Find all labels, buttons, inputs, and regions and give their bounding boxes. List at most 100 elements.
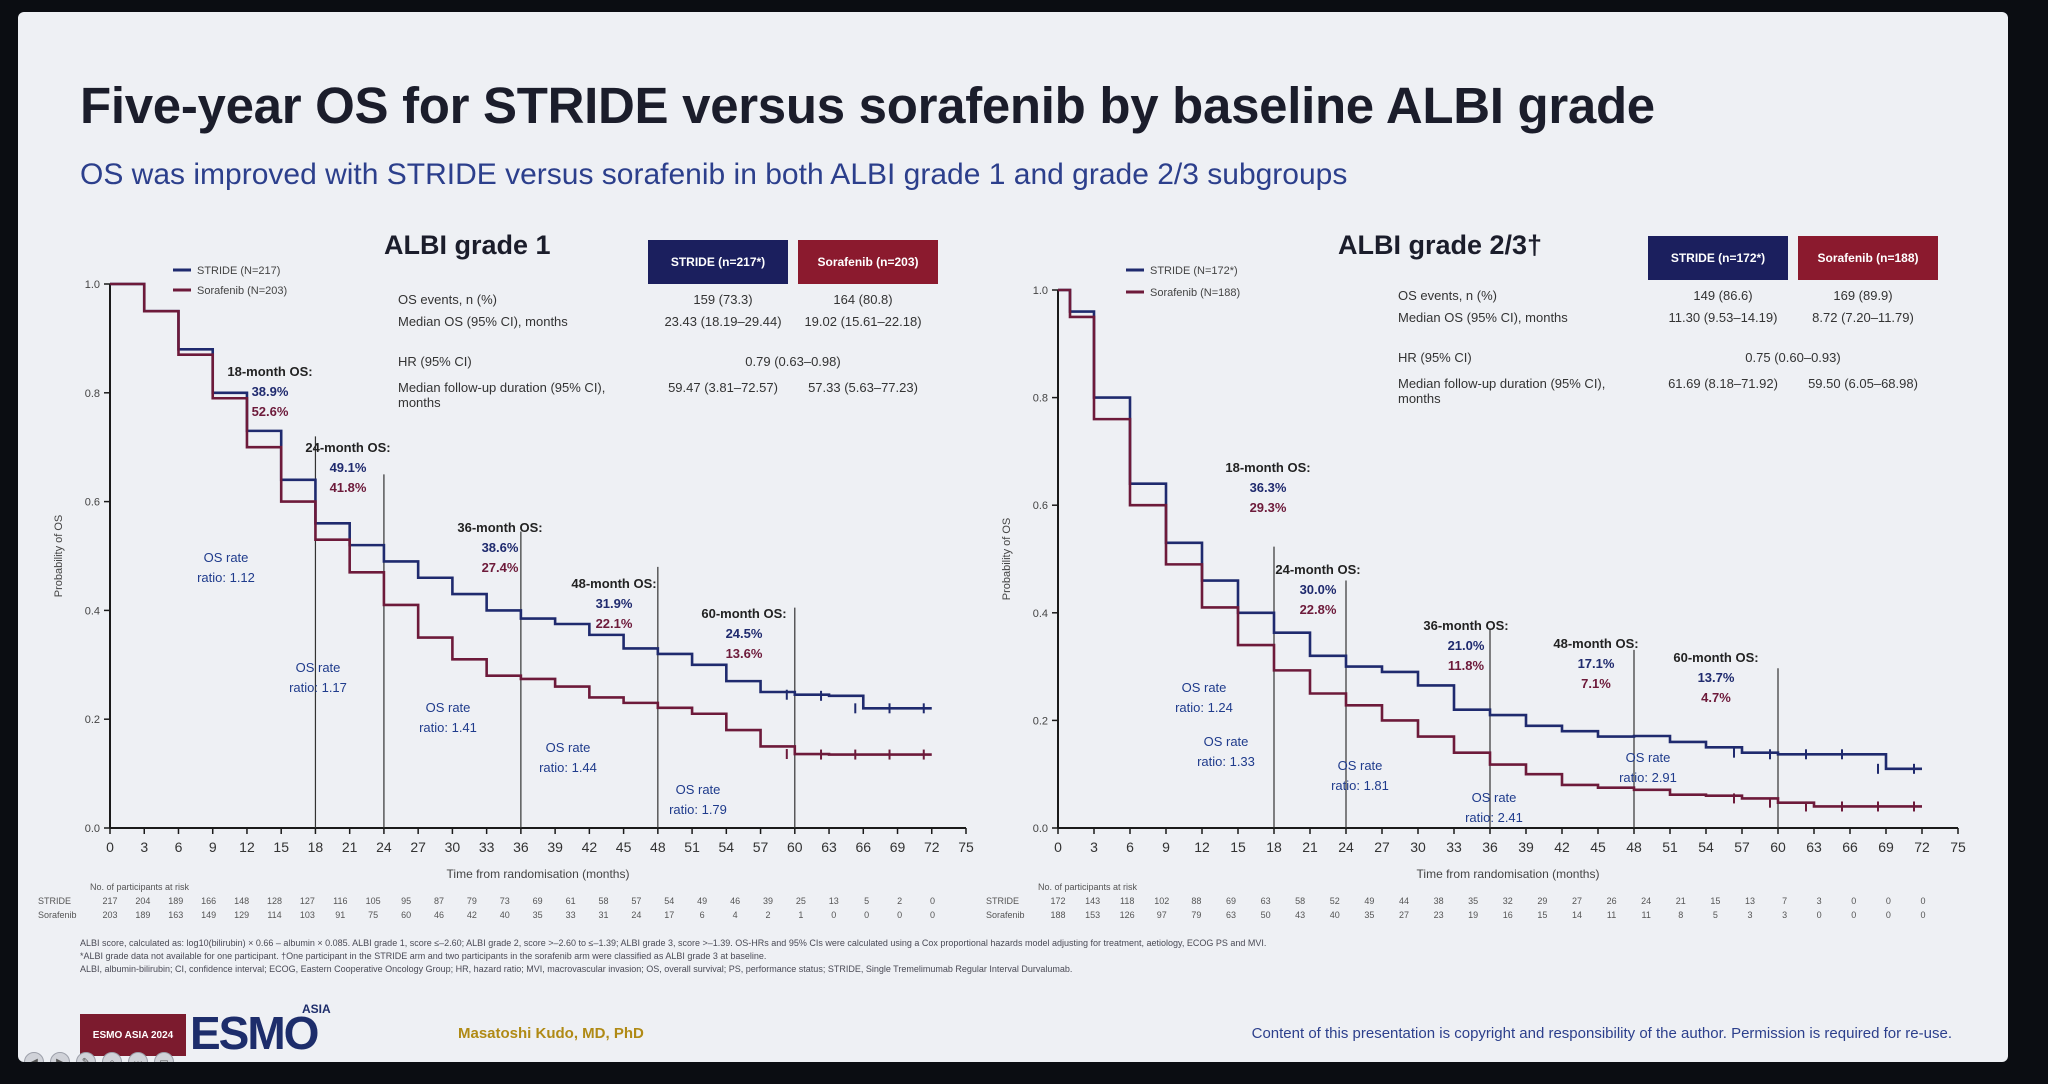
risk-cell: 7: [1782, 896, 1788, 906]
footnote-3: ALBI, albumin-bilirubin; CI, confidence …: [80, 964, 1073, 974]
risk-cell: 0: [1851, 910, 1857, 920]
x-tick-label: 48: [650, 839, 666, 855]
table-cell-hr: 0.79 (0.63–0.98): [745, 354, 841, 369]
x-tick-label: 42: [1554, 839, 1570, 855]
risk-cell: 2: [765, 910, 771, 920]
table-row-label: Median follow-up duration (95% CI), mont…: [1398, 376, 1606, 406]
os-rate-label: OS rate: [426, 700, 471, 715]
slide-title: Five-year OS for STRIDE versus sorafenib…: [80, 77, 1655, 134]
x-tick-label: 69: [1878, 839, 1894, 855]
risk-cell: 0: [831, 910, 837, 920]
risk-cell: 0: [1885, 896, 1891, 906]
risk-cell: 129: [234, 910, 250, 920]
table-cell-sorafenib: 57.33 (5.63–77.23): [808, 380, 918, 395]
risk-cell: 0: [1920, 896, 1926, 906]
risk-cell: 1: [798, 910, 804, 920]
landmark-os-stride: 38.6%: [482, 540, 519, 555]
copyright-notice: Content of this presentation is copyrigh…: [1251, 1025, 1952, 1042]
y-tick-label: 1.0: [1033, 285, 1048, 297]
x-tick-label: 3: [140, 839, 148, 855]
x-tick-label: 36: [1482, 839, 1498, 855]
risk-cell: 15: [1710, 896, 1721, 906]
table-cell-stride: 11.30 (9.53–14.19): [1668, 310, 1778, 325]
slideshow-toolbar: ◀ ▶ ✎ ⌕ ⋯ ▭: [18, 1052, 174, 1062]
risk-row-label: Sorafenib: [986, 910, 1025, 920]
risk-cell: 27: [1571, 896, 1582, 906]
risk-cell: 114: [267, 910, 282, 920]
y-tick-label: 0.4: [1033, 608, 1048, 620]
x-tick-label: 54: [1698, 839, 1714, 855]
more-icon[interactable]: ⋯: [128, 1052, 148, 1062]
x-tick-label: 18: [308, 839, 324, 855]
risk-cell: 6: [699, 910, 705, 920]
os-rate-label: OS rate: [546, 740, 591, 755]
table-header-stride: STRIDE (n=217*): [648, 240, 788, 284]
landmark-os-sorafenib: 29.3%: [1250, 500, 1287, 515]
table-cell-stride: 23.43 (18.19–29.44): [664, 314, 782, 329]
landmark-os-label: 24-month OS:: [1275, 562, 1360, 577]
risk-row-label: STRIDE: [986, 896, 1020, 906]
risk-cell: 79: [466, 896, 477, 906]
x-tick-label: 48: [1626, 839, 1642, 855]
risk-cell: 57: [631, 896, 642, 906]
cc-icon[interactable]: ▭: [154, 1052, 174, 1062]
x-tick-label: 18: [1266, 839, 1282, 855]
risk-table-heading: No. of participants at risk: [90, 882, 190, 892]
risk-cell: 95: [401, 896, 412, 906]
os-rate-ratio: ratio: 1.44: [539, 760, 597, 775]
y-tick-label: 0.4: [85, 605, 100, 617]
x-tick-label: 33: [1446, 839, 1462, 855]
summary-table-albi-23: STRIDE (n=172*) Sorafenib (n=188) OS event…: [1398, 236, 1998, 446]
x-tick-label: 45: [1590, 839, 1606, 855]
risk-cell: 11: [1641, 910, 1651, 920]
os-rate-label: OS rate: [1182, 680, 1227, 695]
x-tick-label: 21: [1302, 839, 1318, 855]
pen-icon[interactable]: ✎: [76, 1052, 96, 1062]
x-tick-label: 15: [273, 839, 289, 855]
x-tick-label: 66: [855, 839, 871, 855]
x-tick-label: 12: [1194, 839, 1210, 855]
back-icon[interactable]: ◀: [24, 1052, 44, 1062]
risk-row-label: STRIDE: [38, 896, 72, 906]
landmark-os-label: 48-month OS:: [1553, 636, 1638, 651]
y-axis-label: Probability of OS: [1001, 518, 1013, 601]
risk-cell: 105: [365, 896, 381, 906]
os-rate-ratio: ratio: 1.81: [1331, 778, 1389, 793]
landmark-os-stride: 31.9%: [596, 596, 633, 611]
footnotes: ALBI score, calculated as: log10(bilirub…: [80, 937, 1940, 976]
landmark-os-sorafenib: 7.1%: [1581, 676, 1611, 691]
y-tick-label: 0.6: [1033, 500, 1048, 512]
legend-label: Sorafenib (N=188): [1150, 287, 1240, 299]
os-rate-ratio: ratio: 1.24: [1175, 700, 1233, 715]
landmark-os-sorafenib: 11.8%: [1448, 658, 1485, 673]
os-rate-label: OS rate: [204, 550, 249, 565]
x-tick-label: 60: [1770, 839, 1786, 855]
landmark-os-stride: 38.9%: [252, 384, 289, 399]
risk-cell: 0: [929, 896, 935, 906]
y-tick-label: 0.2: [85, 714, 100, 726]
risk-cell: 3: [1816, 896, 1822, 906]
x-tick-label: 72: [924, 839, 940, 855]
os-rate-ratio: ratio: 1.33: [1197, 754, 1255, 769]
table-row-label: HR (95% CI): [398, 354, 472, 369]
os-rate-label: OS rate: [1204, 734, 1249, 749]
risk-cell: 217: [102, 896, 118, 906]
panel-title-albi-23: ALBI grade 2/3†: [1338, 230, 1543, 260]
x-tick-label: 9: [1162, 839, 1170, 855]
legend-label: STRIDE (N=217): [197, 265, 280, 277]
forward-icon[interactable]: ▶: [50, 1052, 70, 1062]
risk-cell: 126: [1119, 910, 1135, 920]
risk-cell: 73: [499, 896, 510, 906]
risk-cell: 188: [1050, 910, 1066, 920]
risk-cell: 42: [466, 910, 477, 920]
risk-cell: 60: [401, 910, 412, 920]
risk-cell: 189: [168, 896, 184, 906]
risk-cell: 63: [1260, 896, 1271, 906]
x-tick-label: 63: [1806, 839, 1822, 855]
os-rate-label: OS rate: [1472, 790, 1517, 805]
risk-cell: 128: [266, 896, 283, 906]
y-tick-label: 0.8: [1033, 393, 1048, 405]
table-cell-stride: 149 (86.6): [1693, 288, 1753, 303]
x-tick-label: 0: [1054, 839, 1062, 855]
search-icon[interactable]: ⌕: [102, 1052, 122, 1062]
